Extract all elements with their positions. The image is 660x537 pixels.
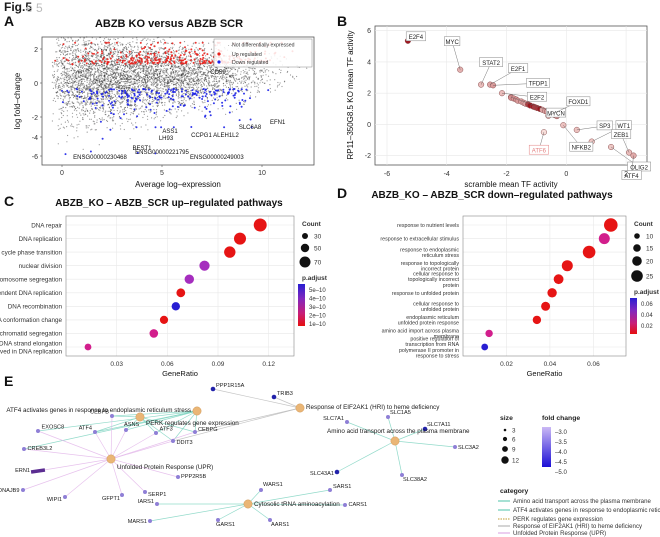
svg-text:SLC7A1: SLC7A1 — [323, 416, 344, 422]
svg-text:ATF4 activates genes in respon: ATF4 activates genes in response to endo… — [513, 507, 660, 514]
svg-text:fold change: fold change — [542, 415, 580, 422]
svg-text:Amino acid transport across th: Amino acid transport across the plasma m… — [327, 428, 470, 435]
svg-text:Response of EIF2AK1 (HRI) to h: Response of EIF2AK1 (HRI) to heme defici… — [306, 404, 440, 411]
svg-text:6: 6 — [512, 437, 516, 444]
svg-text:–3.5: –3.5 — [555, 439, 567, 446]
svg-text:Response of EIF2AK1 (HRI) to h: Response of EIF2AK1 (HRI) to heme defici… — [513, 523, 643, 530]
svg-text:Amino acid transport across th: Amino acid transport across the plasma m… — [513, 498, 651, 505]
svg-text:ATF4 activates genes in respon: ATF4 activates genes in response to endo… — [6, 407, 191, 414]
svg-text:PERK regulates gene expression: PERK regulates gene expression — [513, 516, 603, 523]
svg-text:IARS1: IARS1 — [138, 499, 154, 505]
svg-text:PPP1R15A: PPP1R15A — [216, 383, 245, 389]
svg-text:9: 9 — [512, 447, 516, 454]
svg-text:TRIB3: TRIB3 — [277, 391, 293, 397]
svg-text:–4.5: –4.5 — [555, 459, 567, 466]
svg-text:AARS1: AARS1 — [271, 522, 289, 528]
svg-text:CARS1: CARS1 — [349, 502, 368, 508]
svg-text:ATF4: ATF4 — [79, 426, 92, 432]
svg-text:–4.0: –4.0 — [555, 449, 567, 456]
svg-text:ASNS: ASNS — [124, 422, 140, 428]
svg-text:GFPT1: GFPT1 — [102, 496, 120, 502]
svg-text:Unfolded Protein Response (UPR: Unfolded Protein Response (UPR) — [513, 530, 606, 537]
svg-text:–5.0: –5.0 — [555, 469, 567, 476]
svg-text:CREB3L2: CREB3L2 — [28, 446, 53, 452]
svg-text:size: size — [500, 415, 513, 422]
svg-text:SLC3A2: SLC3A2 — [458, 445, 479, 451]
svg-text:ERN1: ERN1 — [15, 468, 30, 474]
svg-text:ATF3: ATF3 — [160, 427, 173, 433]
svg-text:SLC43A1: SLC43A1 — [310, 471, 334, 477]
svg-text:Cytosolic tRNA aminoacylation: Cytosolic tRNA aminoacylation — [254, 501, 340, 508]
svg-text:DDIT3: DDIT3 — [177, 440, 193, 446]
svg-text:WARS1: WARS1 — [263, 482, 283, 488]
svg-text:PPP2R5B: PPP2R5B — [181, 474, 206, 480]
svg-text:PERK regulates gene expression: PERK regulates gene expression — [146, 420, 239, 427]
svg-text:GARS1: GARS1 — [216, 522, 235, 528]
svg-text:DNAJB9: DNAJB9 — [0, 488, 20, 494]
svg-text:SLC38A2: SLC38A2 — [403, 477, 427, 483]
svg-text:CEBPG: CEBPG — [198, 427, 218, 433]
svg-text:EXOSC8: EXOSC8 — [42, 425, 65, 431]
svg-text:SERP1: SERP1 — [148, 492, 166, 498]
svg-text:3: 3 — [512, 428, 516, 435]
svg-text:WIPI1: WIPI1 — [47, 497, 62, 503]
svg-text:Unfolded Protein Response (UPR: Unfolded Protein Response (UPR) — [117, 464, 213, 471]
svg-text:SARS1: SARS1 — [333, 484, 351, 490]
svg-text:MARS1: MARS1 — [128, 519, 147, 525]
svg-text:12: 12 — [512, 458, 520, 465]
svg-text:–3.0: –3.0 — [555, 429, 567, 436]
svg-text:category: category — [500, 488, 529, 495]
